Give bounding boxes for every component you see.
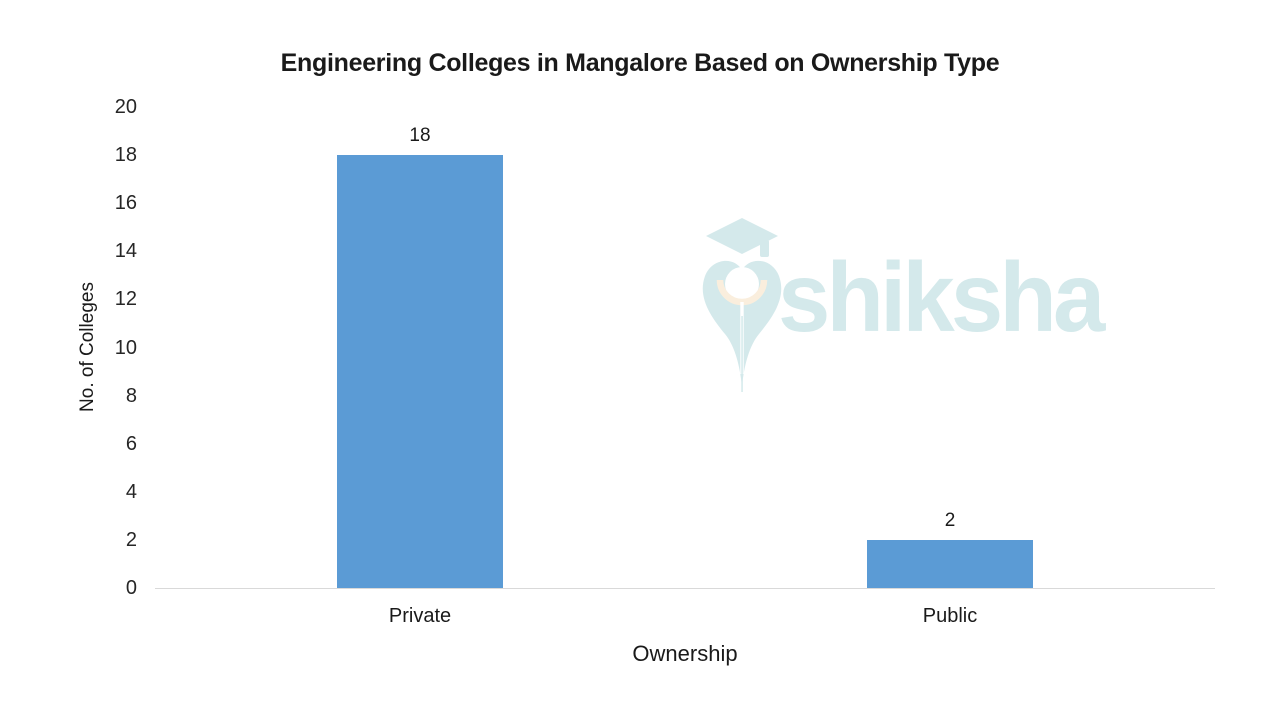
- y-tick-label: 18: [114, 144, 137, 167]
- y-tick-label: 0: [125, 577, 137, 599]
- y-tick-label: 16: [114, 192, 137, 215]
- data-label: 18: [409, 125, 431, 147]
- y-tick-label: 20: [114, 96, 137, 118]
- y-tick-label: 14: [114, 240, 137, 263]
- y-tick-label: 12: [114, 288, 137, 311]
- bar-private: [337, 155, 503, 588]
- y-tick-label: 6: [125, 432, 137, 455]
- data-label: 2: [944, 509, 956, 531]
- y-tick-label: 10: [114, 336, 137, 359]
- x-category-label: Private: [388, 605, 452, 627]
- x-axis-title: Ownership: [632, 641, 738, 666]
- y-tick-label: 4: [125, 480, 137, 503]
- y-tick-label: 8: [125, 384, 137, 407]
- y-tick-label: 2: [125, 528, 137, 551]
- x-category-label: Public: [922, 605, 978, 627]
- bar-public: [867, 539, 1033, 588]
- chart-title: Engineering Colleges in Mangalore Based …: [280, 49, 1000, 77]
- plot-area: [155, 107, 1215, 589]
